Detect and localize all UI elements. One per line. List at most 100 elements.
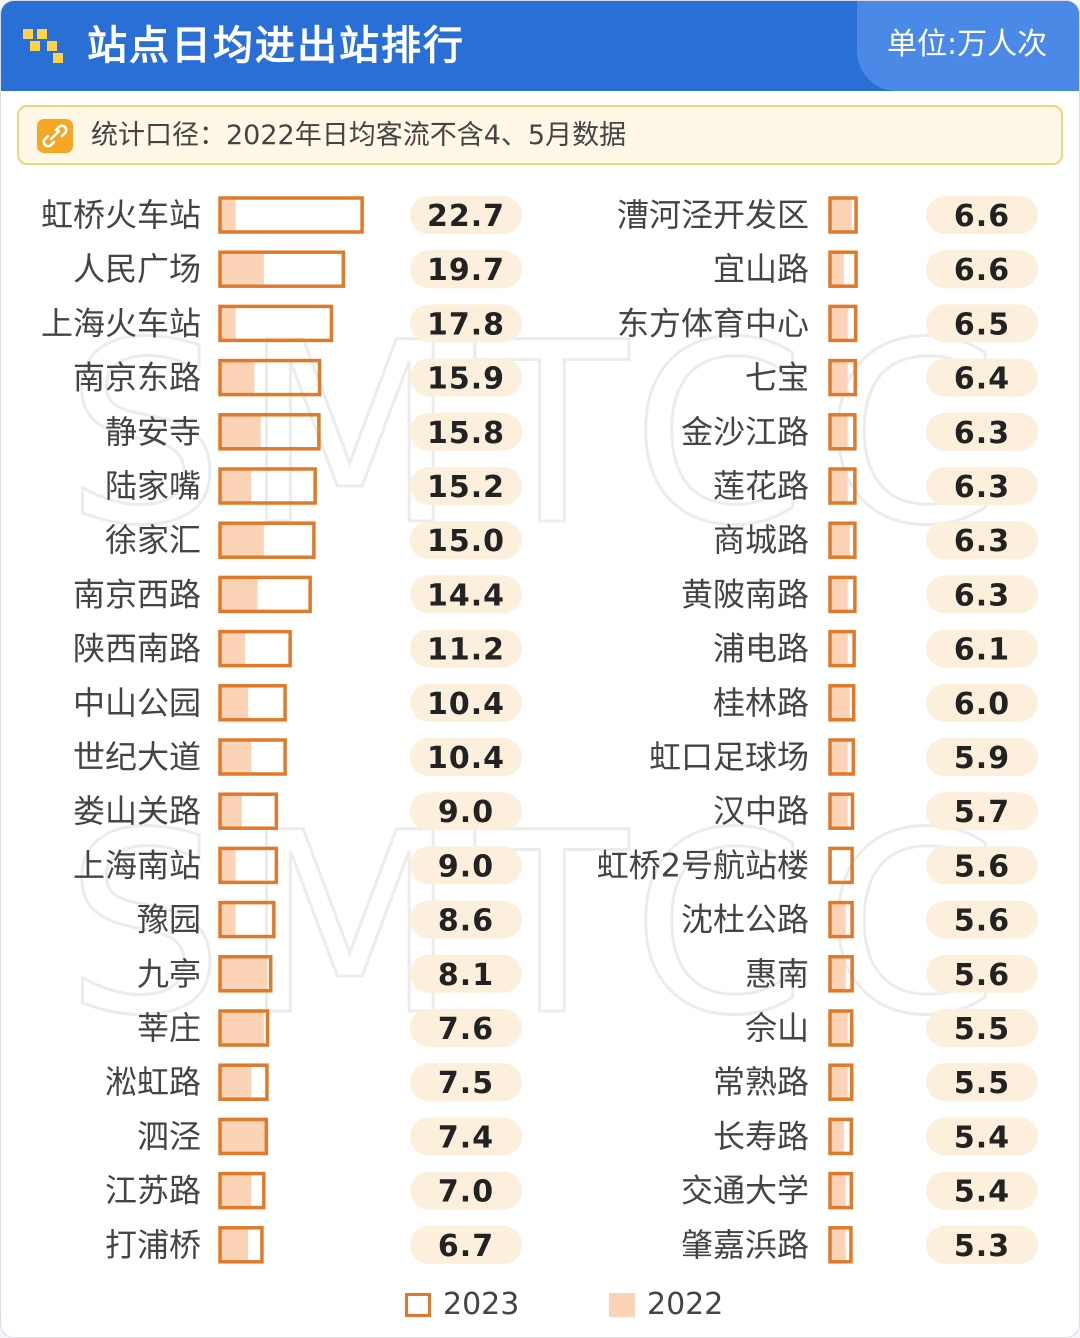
value-pill bbox=[926, 1117, 1038, 1156]
watermark-text: SMTCC bbox=[65, 779, 1017, 1070]
station-label: 娄山关路 bbox=[73, 792, 201, 830]
value-label: 22.7 bbox=[427, 199, 505, 234]
value-label: 5.6 bbox=[954, 904, 1010, 939]
value-label: 9.0 bbox=[438, 849, 494, 884]
value-pill bbox=[926, 467, 1038, 505]
value-label: 9.0 bbox=[438, 795, 494, 830]
station-label: 九亭 bbox=[137, 955, 201, 993]
bar-2023 bbox=[828, 358, 858, 397]
bar-2022 bbox=[830, 1227, 846, 1262]
value-label: 5.6 bbox=[954, 849, 1010, 884]
bar-2022 bbox=[830, 577, 848, 612]
station-label: 桂林路 bbox=[713, 684, 809, 722]
value-pill bbox=[926, 250, 1038, 289]
value-pill bbox=[410, 846, 522, 885]
value-pill bbox=[410, 792, 522, 831]
value-label: 15.0 bbox=[427, 524, 505, 559]
bar-2022 bbox=[220, 198, 236, 232]
bar-2023 bbox=[828, 792, 855, 830]
station-label: 淞虹路 bbox=[105, 1063, 201, 1101]
value-label: 15.2 bbox=[427, 470, 505, 505]
bar-2022 bbox=[220, 631, 246, 666]
value-pill bbox=[410, 1117, 522, 1156]
value-label: 5.6 bbox=[954, 958, 1010, 993]
bar-2022 bbox=[220, 414, 261, 449]
value-label: 8.6 bbox=[438, 904, 494, 939]
station-label: 长寿路 bbox=[713, 1117, 809, 1155]
bar-2023 bbox=[828, 1009, 854, 1047]
station-label: 虹桥火车站 bbox=[41, 196, 201, 234]
bar-2022 bbox=[830, 740, 848, 774]
value-label: 5.4 bbox=[954, 1175, 1010, 1210]
header-bar: 站点日均进出站排行 单位:万人次 bbox=[1, 1, 1079, 91]
station-label: 黄陂南路 bbox=[681, 575, 809, 613]
bar-2022 bbox=[830, 685, 850, 720]
bar-2022 bbox=[220, 1119, 267, 1154]
value-label: 8.1 bbox=[438, 958, 494, 993]
bar-2022 bbox=[830, 794, 848, 829]
bar-2022 bbox=[830, 414, 848, 449]
legend-swatch-2022 bbox=[609, 1293, 635, 1317]
station-label: 世纪大道 bbox=[73, 738, 201, 776]
link-icon bbox=[37, 119, 73, 153]
bar-2023 bbox=[218, 467, 317, 505]
value-label: 15.8 bbox=[427, 416, 505, 451]
station-label: 宜山路 bbox=[713, 250, 809, 288]
value-label: 6.3 bbox=[954, 524, 1010, 559]
station-label: 肇嘉浜路 bbox=[681, 1226, 809, 1264]
watermark-text: SMTCC bbox=[65, 289, 1017, 580]
bar-2022 bbox=[830, 252, 844, 287]
value-pill bbox=[410, 467, 522, 505]
bar-2022 bbox=[830, 631, 848, 666]
station-label: 上海南站 bbox=[73, 846, 201, 884]
station-label: 上海火车站 bbox=[41, 304, 201, 342]
value-label: 19.7 bbox=[427, 253, 505, 288]
bar-2023 bbox=[828, 684, 856, 722]
bar-2022 bbox=[220, 1227, 249, 1262]
bar-2022 bbox=[830, 469, 848, 503]
note-text: 统计口径：2022年日均客流不含4、5月数据 bbox=[91, 120, 627, 151]
bar-2023 bbox=[828, 196, 858, 234]
bar-2023 bbox=[828, 629, 856, 668]
station-label: 惠南 bbox=[745, 955, 809, 993]
legend-swatch-2023 bbox=[405, 1293, 431, 1317]
bar-2023 bbox=[828, 521, 857, 559]
value-pill bbox=[410, 250, 522, 289]
bar-2022 bbox=[830, 1011, 848, 1045]
value-label: 5.5 bbox=[954, 1066, 1010, 1101]
value-label: 6.5 bbox=[954, 307, 1010, 342]
value-label: 10.4 bbox=[427, 741, 505, 776]
legend-label-2023: 2023 bbox=[443, 1287, 520, 1322]
bar-2023 bbox=[218, 684, 287, 722]
note-banner: 统计口径：2022年日均客流不含4、5月数据 bbox=[17, 105, 1063, 165]
bar-2023 bbox=[828, 1171, 854, 1210]
bar-2022 bbox=[830, 1065, 848, 1100]
value-label: 10.4 bbox=[427, 687, 505, 722]
bar-2022 bbox=[830, 360, 848, 395]
bar-2022 bbox=[220, 794, 242, 829]
value-pill bbox=[410, 629, 522, 668]
bar-2023 bbox=[218, 304, 334, 343]
bar-2022 bbox=[220, 1011, 264, 1045]
bar-2022 bbox=[220, 848, 236, 883]
bar-2022 bbox=[830, 956, 846, 991]
bar-2023 bbox=[218, 521, 316, 559]
value-pill bbox=[926, 900, 1038, 939]
value-pill bbox=[410, 738, 522, 776]
value-pill bbox=[410, 575, 522, 614]
value-label: 15.9 bbox=[427, 362, 505, 397]
value-pill bbox=[926, 304, 1038, 343]
value-label: 6.7 bbox=[438, 1229, 494, 1264]
value-pill bbox=[926, 1171, 1038, 1210]
value-label: 6.1 bbox=[954, 633, 1010, 668]
value-label: 7.4 bbox=[438, 1120, 494, 1155]
value-label: 11.2 bbox=[427, 633, 505, 668]
station-label: 静安寺 bbox=[105, 413, 201, 451]
station-label: 人民广场 bbox=[73, 250, 201, 288]
value-pill bbox=[410, 358, 522, 397]
station-label: 沈杜公路 bbox=[681, 901, 809, 939]
value-label: 5.5 bbox=[954, 1012, 1010, 1047]
value-pill bbox=[926, 846, 1038, 885]
bar-2022 bbox=[220, 523, 264, 558]
bar-2023 bbox=[218, 738, 287, 776]
